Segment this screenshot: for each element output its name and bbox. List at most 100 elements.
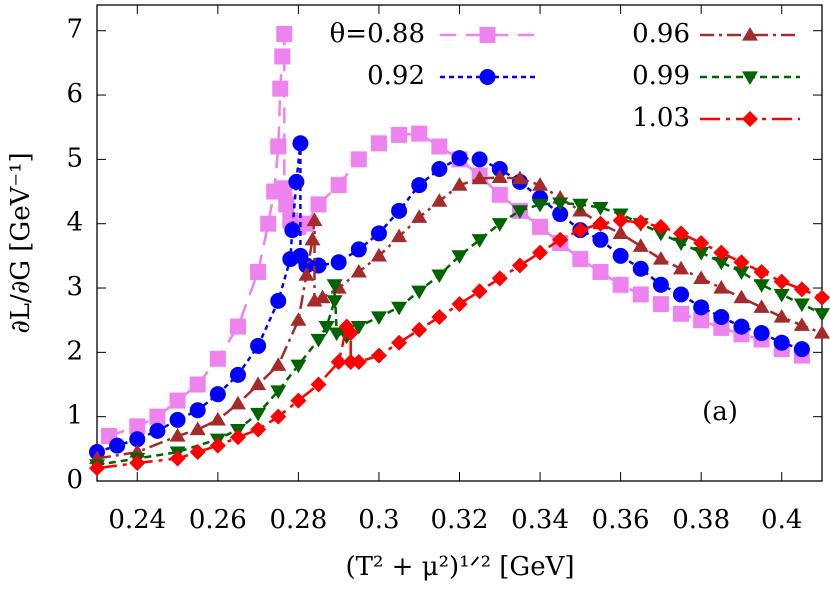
marker xyxy=(350,263,367,278)
marker xyxy=(250,263,267,280)
marker xyxy=(391,334,408,351)
y-tick-label: 1 xyxy=(66,401,83,431)
marker xyxy=(270,292,287,309)
marker xyxy=(491,186,508,203)
marker xyxy=(209,350,226,367)
y-tick-label: 7 xyxy=(66,15,83,45)
marker xyxy=(229,366,246,383)
marker xyxy=(370,135,387,152)
marker xyxy=(272,80,289,97)
marker xyxy=(342,354,359,370)
marker xyxy=(451,250,468,264)
marker xyxy=(733,289,750,304)
marker xyxy=(753,279,770,293)
marker xyxy=(652,251,669,265)
x-tick-label: 0.24 xyxy=(108,505,166,535)
marker xyxy=(276,180,293,197)
marker xyxy=(129,418,146,435)
marker xyxy=(310,376,327,393)
marker xyxy=(431,269,448,284)
marker xyxy=(592,263,609,280)
legend-label: 0.99 xyxy=(632,61,690,91)
marker xyxy=(229,318,246,335)
marker xyxy=(391,301,408,316)
annotation: (a) xyxy=(702,397,738,427)
marker xyxy=(471,151,488,168)
marker xyxy=(278,196,295,213)
marker xyxy=(310,196,327,213)
marker xyxy=(753,299,770,313)
marker xyxy=(330,254,347,271)
marker xyxy=(276,25,293,42)
marker xyxy=(326,295,343,309)
marker xyxy=(491,161,508,178)
legend-marker xyxy=(742,111,758,127)
marker xyxy=(304,231,321,246)
x-tick-label: 0.4 xyxy=(761,505,802,535)
marker xyxy=(411,285,428,300)
marker xyxy=(693,235,710,251)
marker xyxy=(491,218,508,232)
marker xyxy=(693,247,710,261)
marker xyxy=(713,256,730,271)
marker xyxy=(189,402,206,419)
marker xyxy=(693,299,710,316)
marker xyxy=(773,308,790,323)
marker xyxy=(673,225,690,242)
marker xyxy=(298,267,315,281)
marker xyxy=(673,237,690,251)
marker xyxy=(673,305,690,322)
marker xyxy=(552,206,569,223)
marker xyxy=(652,296,669,313)
marker xyxy=(411,125,428,142)
marker xyxy=(310,333,327,348)
marker xyxy=(713,319,730,336)
marker xyxy=(511,257,528,274)
marker xyxy=(209,437,226,454)
marker xyxy=(471,170,488,185)
x-tick-label: 0.34 xyxy=(511,505,569,535)
x-tick-label: 0.26 xyxy=(189,505,247,535)
marker xyxy=(471,283,488,300)
marker xyxy=(592,202,609,216)
marker xyxy=(284,222,301,239)
marker xyxy=(632,286,649,303)
marker xyxy=(793,281,810,298)
marker xyxy=(552,197,569,212)
marker xyxy=(451,150,468,167)
marker xyxy=(793,298,810,313)
marker xyxy=(793,317,810,331)
marker xyxy=(753,263,770,280)
marker xyxy=(149,422,166,439)
marker xyxy=(532,244,549,261)
marker xyxy=(532,218,549,235)
marker xyxy=(342,325,359,342)
marker xyxy=(431,193,448,207)
marker xyxy=(260,215,277,232)
marker xyxy=(350,354,367,370)
marker xyxy=(270,357,287,371)
marker xyxy=(693,312,710,329)
marker xyxy=(693,270,710,284)
marker xyxy=(189,421,206,436)
marker xyxy=(314,289,331,304)
marker xyxy=(713,280,730,294)
y-tick-label: 2 xyxy=(66,336,83,366)
marker xyxy=(652,218,669,235)
marker xyxy=(773,334,790,351)
legend-label: 1.03 xyxy=(632,103,690,133)
marker xyxy=(673,260,690,275)
x-tick-label: 0.3 xyxy=(358,505,399,535)
marker xyxy=(391,202,408,219)
marker xyxy=(330,354,347,370)
legend-marker xyxy=(479,69,496,85)
marker xyxy=(270,385,287,399)
marker xyxy=(814,308,830,322)
marker xyxy=(229,395,246,410)
marker xyxy=(814,289,830,306)
marker xyxy=(713,308,730,325)
marker xyxy=(306,212,323,227)
marker xyxy=(370,347,387,364)
marker xyxy=(209,386,226,403)
